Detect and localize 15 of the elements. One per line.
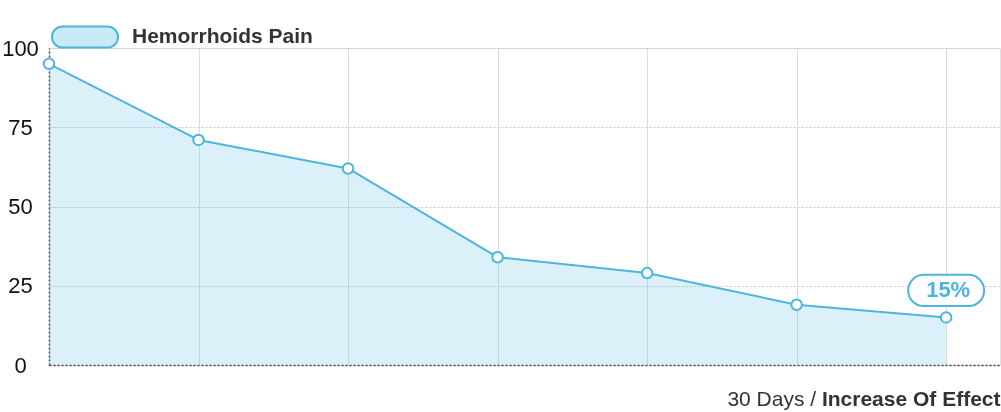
y-tick-label: 50 (8, 194, 33, 219)
x-axis-title: 30 Days / Increase Of Effect (727, 386, 1001, 410)
point (491, 250, 504, 264)
legend-label: Hemorrhoids Pain (132, 24, 313, 47)
point (42, 57, 56, 71)
point (341, 162, 355, 175)
point (640, 266, 654, 280)
y-tick-label: 100 (2, 35, 39, 61)
y-tick-label: 75 (8, 114, 33, 140)
point (192, 133, 205, 147)
y-tick-label: 0 (14, 352, 27, 378)
point (939, 311, 953, 324)
data-label: 15% (926, 277, 971, 303)
point (790, 298, 803, 311)
y-tick-label: 25 (8, 273, 33, 299)
